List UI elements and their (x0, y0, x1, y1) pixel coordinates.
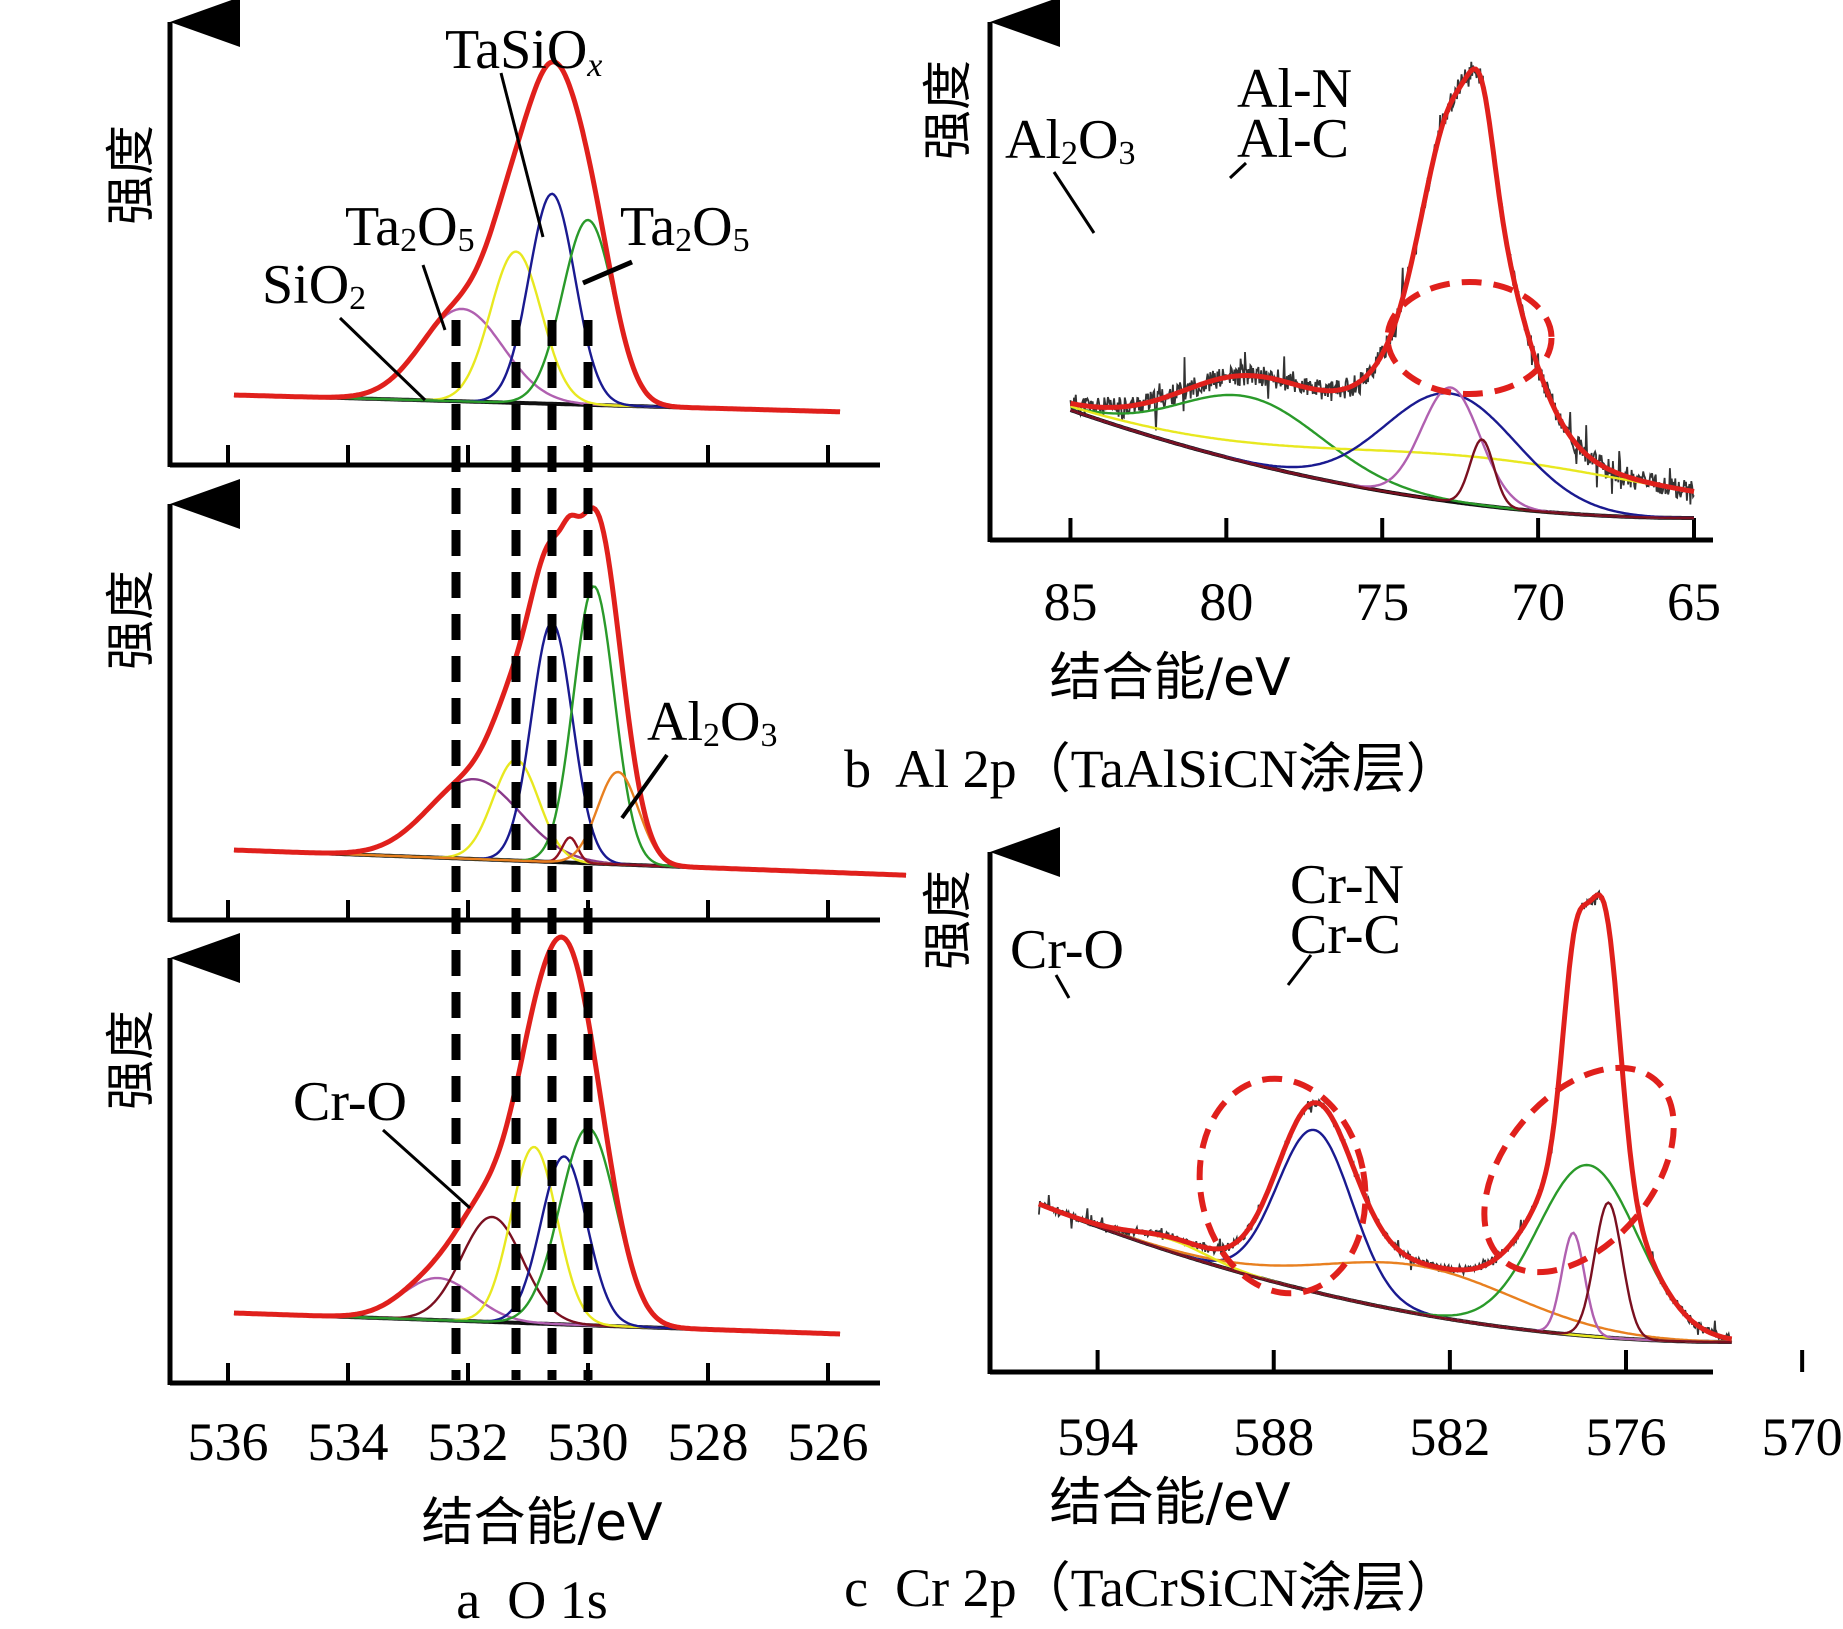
annotation-al2o3-b: Al2O3 (1005, 109, 1135, 172)
component-tasiox (233, 1155, 841, 1336)
panel-c-cr2p: 强度 Cr-O Cr-N Cr-C 594 588 582 576 570 结合能/eV… (844, 827, 1843, 1618)
x-tick-label: 588 (1233, 1407, 1314, 1467)
y-axis-label-b: 强度 (919, 60, 977, 160)
reference-dashed-lines (451, 320, 593, 1380)
x-tick-label: 594 (1057, 1407, 1138, 1467)
component-ta2o5 (233, 585, 907, 877)
component-satellite (1038, 1202, 1732, 1343)
x-tick-label: 582 (1409, 1407, 1490, 1467)
x-axis-label-c: 结合能/eV (1049, 1473, 1291, 1533)
leader-al2o3-a (620, 753, 669, 820)
annotation-cro-a: Cr-O (293, 1071, 407, 1133)
x-tick-label: 532 (428, 1412, 509, 1472)
component-peak-71-8 (1070, 408, 1694, 520)
envelope-fit (1037, 892, 1733, 1342)
y-axis-label-a-top: 强度 (102, 125, 160, 225)
component-ta2o5 (233, 1126, 841, 1336)
panel-title-a: a O 1s (456, 1570, 607, 1629)
annotation-cro-c: Cr-O (1010, 919, 1124, 981)
annotation-al2o3-a: Al2O3 (647, 691, 777, 754)
x-tick-label: 85 (1043, 572, 1097, 632)
highlight-ellipse-cro (1196, 1075, 1369, 1297)
x-tick-label: 570 (1762, 1407, 1843, 1467)
x-tick-label: 75 (1355, 572, 1409, 632)
leader-ta2o5-left (421, 264, 447, 331)
leader-ta2o5-right (582, 259, 633, 286)
x-tick-label: 526 (788, 1412, 869, 1472)
highlight-ellipse-aln-alc (1384, 279, 1555, 397)
component-broad (1070, 405, 1695, 493)
x-tick-label: 536 (188, 1412, 269, 1472)
leader-tasiox (499, 72, 545, 238)
leader-al2o3-b (1052, 171, 1096, 234)
annotation-crc: Cr-C (1290, 904, 1401, 966)
envelope-fit (1069, 66, 1695, 494)
x-axis-label-a: 结合能/eV (421, 1493, 663, 1553)
x-tick-label: 576 (1586, 1407, 1667, 1467)
panel-b-al2p: 强度 Al2O3 Al-N Al-C 85 80 75 70 65 结合能/eV b A… (844, 0, 1721, 799)
x-tick-label: 534 (308, 1412, 389, 1472)
panel-title-c: c Cr 2p（TaCrSiCN涂层） (844, 1558, 1460, 1618)
component-cr-n (1038, 1163, 1732, 1341)
leader-crc (1286, 954, 1313, 986)
subplot-top (167, 0, 880, 468)
envelope-fit (233, 59, 841, 415)
component-al2o3 (233, 770, 907, 877)
x-tick-label: 530 (548, 1412, 629, 1472)
subplot-bottom (167, 933, 880, 1386)
y-axis-label-a-bottom: 强度 (102, 1010, 160, 1110)
leader-alc (1228, 161, 1248, 180)
x-tick-label: 65 (1667, 572, 1721, 632)
envelope-fit (233, 505, 907, 878)
annotation-alc: Al-C (1237, 108, 1349, 170)
annotation-tasiox: TaSiOx (445, 19, 602, 84)
annotation-sio2: SiO2 (262, 254, 366, 317)
highlight-ellipse-crn-crc (1481, 1064, 1677, 1276)
leader-cro-a (381, 1128, 472, 1210)
envelope-fit (233, 934, 841, 1337)
panel-title-b: b Al 2p（TaAlSiCN涂层） (844, 739, 1460, 799)
annotation-ta2o5-right: Ta2O5 (620, 196, 750, 259)
x-tick-label: 528 (668, 1412, 749, 1472)
panel-a-o1s: 强度 强度 强度 TaSiOx Ta2O5 Ta2O5 SiO2 Al2O3 C… (102, 0, 907, 1629)
x-tick-label: 80 (1199, 572, 1253, 632)
annotation-aln: Al-N (1237, 58, 1352, 120)
leader-sio2 (338, 316, 427, 402)
x-axis-label-b: 结合能/eV (1049, 648, 1291, 708)
raw-spectrum (1069, 61, 1695, 505)
annotation-crn: Cr-N (1290, 854, 1404, 916)
component-cr-n-2 (1038, 1201, 1732, 1344)
annotation-ta2o5-left: Ta2O5 (345, 196, 475, 259)
x-tick-label: 70 (1511, 572, 1565, 632)
subplot-middle (167, 479, 907, 923)
y-axis-label-a-middle: 强度 (102, 570, 160, 670)
leader-cro-c (1054, 974, 1071, 999)
y-axis-label-c: 强度 (919, 870, 977, 970)
